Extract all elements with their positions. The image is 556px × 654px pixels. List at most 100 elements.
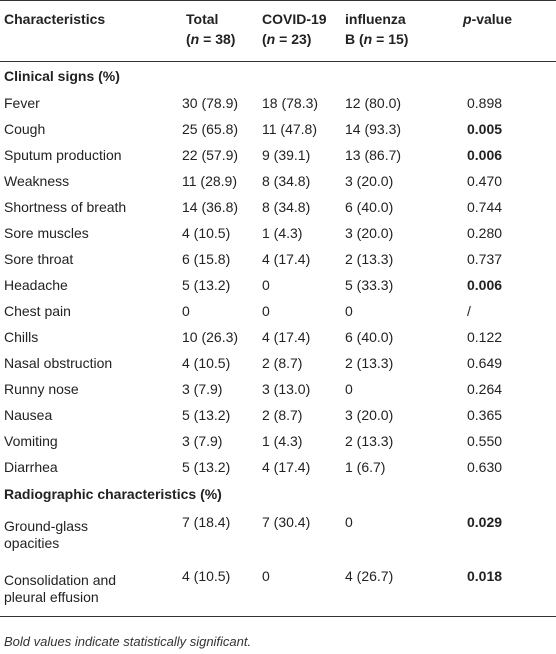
cell: 0 bbox=[182, 298, 262, 324]
cell: 3 (20.0) bbox=[345, 402, 463, 428]
cell-text: 0.264 bbox=[467, 380, 503, 397]
cell: 0.365 bbox=[463, 402, 556, 428]
cell: 30 (78.9) bbox=[182, 90, 262, 116]
cell: 18 (78.3) bbox=[262, 90, 345, 116]
cell: 2 (13.3) bbox=[345, 350, 463, 376]
cell-text: 5 (13.2) bbox=[182, 406, 231, 423]
cell-text: Cough bbox=[4, 120, 46, 137]
cell-text: 10 (26.3) bbox=[182, 328, 239, 345]
cell-text: 0.006 bbox=[467, 276, 503, 293]
cell: 0 bbox=[345, 298, 463, 324]
results-table: Characteristics Total (n = 38) COVID-19 (n =… bbox=[0, 0, 556, 617]
cell-text: 14 (36.8) bbox=[182, 198, 239, 215]
cell-text: 5 (13.2) bbox=[182, 276, 231, 293]
data-row: Chest pain 0 0 0 / bbox=[0, 298, 556, 324]
cell: 4 (10.5) bbox=[182, 220, 262, 246]
cell-text: 4 (26.7) bbox=[345, 568, 394, 584]
cell-text: 11 (47.8) bbox=[262, 120, 317, 137]
cell-text: 7 (30.4) bbox=[262, 514, 311, 530]
header-cell: p-value bbox=[463, 1, 556, 62]
cell-text: 0.365 bbox=[467, 406, 503, 423]
cell-text: 2 (8.7) bbox=[262, 406, 303, 423]
section-title: Radiographic characteristics (%) bbox=[4, 485, 222, 502]
cell: 4 (17.4) bbox=[262, 324, 345, 350]
cell-text: Ground-glass opacities bbox=[4, 518, 89, 551]
cell-text: 0.029 bbox=[467, 514, 503, 530]
cell-text: 14 (93.3) bbox=[345, 120, 402, 137]
cell-text: 0.018 bbox=[467, 568, 503, 584]
cell: 10 (26.3) bbox=[182, 324, 262, 350]
cell: 7 (18.4) bbox=[182, 508, 262, 562]
row-label: Consolidation and pleural effusion bbox=[0, 562, 182, 617]
cell-text: 11 (28.9) bbox=[182, 172, 237, 189]
header-line: influenza bbox=[345, 11, 406, 27]
cell: 11 (28.9) bbox=[182, 168, 262, 194]
cell-text: Nasal obstruction bbox=[4, 354, 113, 371]
header-cell: Total (n = 38) bbox=[182, 1, 262, 62]
row-label: Sore muscles bbox=[0, 220, 182, 246]
cell: 0.649 bbox=[463, 350, 556, 376]
cell-text: 3 (13.0) bbox=[262, 380, 311, 397]
row-label: Cough bbox=[0, 116, 182, 142]
cell-text: Fever bbox=[4, 94, 40, 111]
cell-text: 4 (10.5) bbox=[182, 354, 231, 371]
row-label: Fever bbox=[0, 90, 182, 116]
cell: 2 (13.3) bbox=[345, 428, 463, 454]
cell-text: 1 (6.7) bbox=[345, 458, 386, 475]
section-title: Clinical signs (%) bbox=[4, 67, 120, 84]
cell: 0.029 bbox=[463, 508, 556, 562]
row-label: Diarrhea bbox=[0, 454, 182, 480]
cell-text: 4 (10.5) bbox=[182, 568, 231, 584]
data-row: Runny nose 3 (7.9) 3 (13.0) 0 0.264 bbox=[0, 376, 556, 402]
cell-text: Chest pain bbox=[4, 302, 71, 319]
cell-text: Vomiting bbox=[4, 432, 58, 449]
cell-text: 25 (65.8) bbox=[182, 120, 239, 137]
cell-text: 6 (40.0) bbox=[345, 328, 394, 345]
data-row: Sore muscles 4 (10.5) 1 (4.3) 3 (20.0) 0.280 bbox=[0, 220, 556, 246]
data-row: Diarrhea 5 (13.2) 4 (17.4) 1 (6.7) 0.630 bbox=[0, 454, 556, 480]
cell: 3 (13.0) bbox=[262, 376, 345, 402]
cell-text: Sputum production bbox=[4, 146, 122, 163]
cell: 8 (34.8) bbox=[262, 194, 345, 220]
cell-text: Chills bbox=[4, 328, 39, 345]
row-label: Chest pain bbox=[0, 298, 182, 324]
cell-text: Nausea bbox=[4, 406, 53, 423]
cell-text: 2 (8.7) bbox=[262, 354, 303, 371]
cell: 12 (80.0) bbox=[345, 90, 463, 116]
header-line: COVID-19 bbox=[262, 11, 327, 27]
cell-text: Sore muscles bbox=[4, 224, 89, 241]
data-row: Nasal obstruction 4 (10.5) 2 (8.7) 2 (13.3)… bbox=[0, 350, 556, 376]
cell-text: 7 (18.4) bbox=[182, 514, 231, 530]
row-label: Sore throat bbox=[0, 246, 182, 272]
cell-text: 2 (13.3) bbox=[345, 250, 394, 267]
cell: 4 (17.4) bbox=[262, 246, 345, 272]
cell-text: 0.006 bbox=[467, 146, 503, 163]
cell: 1 (4.3) bbox=[262, 220, 345, 246]
cell: 0.630 bbox=[463, 454, 556, 480]
data-row: Nausea 5 (13.2) 2 (8.7) 3 (20.0) 0.365 bbox=[0, 402, 556, 428]
row-label: Vomiting bbox=[0, 428, 182, 454]
cell-text: 30 (78.9) bbox=[182, 94, 239, 111]
cell: 2 (13.3) bbox=[345, 246, 463, 272]
footnote: Bold values indicate statistically signi… bbox=[4, 634, 252, 649]
header-line: p-value bbox=[463, 11, 513, 27]
data-row: Headache 5 (13.2) 0 5 (33.3) 0.006 bbox=[0, 272, 556, 298]
cell: 6 (40.0) bbox=[345, 324, 463, 350]
header-line: Total bbox=[186, 11, 219, 27]
header-line: (n = 38) bbox=[186, 31, 236, 47]
cell: 0.006 bbox=[463, 142, 556, 168]
cell: 0 bbox=[262, 562, 345, 617]
cell: 0 bbox=[345, 508, 463, 562]
cell: 4 (10.5) bbox=[182, 350, 262, 376]
section-row: Radiographic characteristics (%) bbox=[0, 480, 556, 508]
header-line: (n = 23) bbox=[262, 31, 312, 47]
cell: 3 (7.9) bbox=[182, 428, 262, 454]
cell-text: 3 (7.9) bbox=[182, 432, 223, 449]
cell: 0.280 bbox=[463, 220, 556, 246]
header-cell: COVID-19 (n = 23) bbox=[262, 1, 345, 62]
cell: 0 bbox=[262, 298, 345, 324]
cell-text: 6 (15.8) bbox=[182, 250, 231, 267]
cell: 1 (4.3) bbox=[262, 428, 345, 454]
cell-text: 2 (13.3) bbox=[345, 354, 394, 371]
